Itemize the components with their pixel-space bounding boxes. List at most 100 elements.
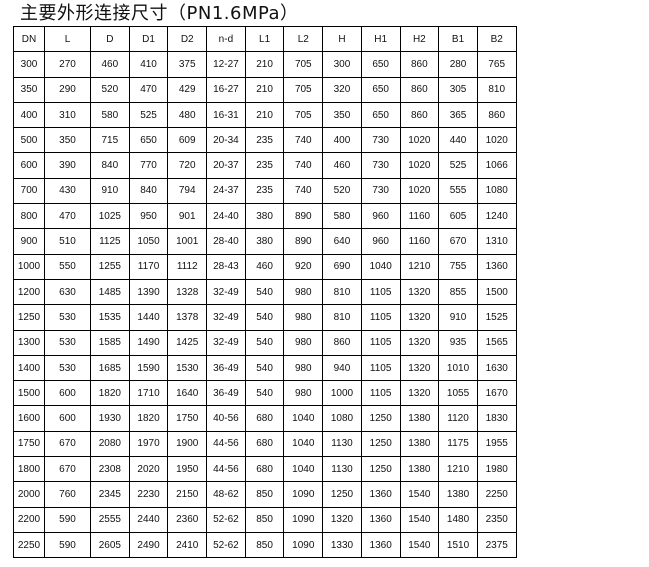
table-cell: 860: [476, 101, 517, 129]
table-cell: 1800: [13, 456, 45, 483]
table-cell: 2250: [476, 481, 517, 508]
column-header: L2: [283, 25, 324, 53]
table-cell: 400: [322, 127, 362, 154]
table-cell: 1050: [128, 228, 169, 255]
table-cell: 730: [360, 152, 401, 179]
table-cell: 810: [476, 76, 517, 103]
table-cell: 1710: [128, 380, 169, 407]
column-header: H: [322, 25, 362, 53]
table-cell: 1200: [13, 278, 45, 306]
table-cell: 609: [167, 127, 208, 154]
table-cell: 765: [476, 51, 517, 78]
table-cell: 650: [360, 51, 401, 78]
table-cell: 605: [438, 203, 478, 230]
table-cell: 20-34: [206, 127, 246, 154]
table-cell: 2080: [90, 430, 130, 458]
table-cell: 1310: [476, 228, 517, 255]
table-cell: 290: [44, 76, 91, 103]
column-header: L1: [244, 25, 285, 53]
table-cell: 1320: [399, 278, 440, 306]
table-cell: 52-62: [206, 506, 246, 533]
table-cell: 1535: [90, 304, 130, 331]
table-cell: 980: [283, 278, 324, 306]
table-cell: 1830: [476, 405, 517, 432]
table-cell: 730: [360, 177, 401, 205]
table-row: 300 270 460 410 375 12-27 210 705 300 650 860 280 76…: [13, 51, 517, 78]
table-cell: 310: [44, 101, 91, 129]
table-cell: 2020: [128, 456, 169, 483]
table-row: 2250 590 2605 2490 2410 52-62 850 1090 1330 1360 1…: [13, 531, 517, 559]
column-header: n-d: [206, 25, 246, 53]
table-cell: 510: [44, 228, 91, 255]
table-cell: 16-27: [206, 76, 246, 103]
table-cell: 715: [90, 127, 130, 154]
table-cell: 740: [283, 177, 324, 205]
table-cell: 1950: [167, 456, 208, 483]
table-cell: 1380: [399, 405, 440, 432]
table-cell: 1525: [476, 304, 517, 331]
table-cell: 1250: [360, 456, 401, 483]
column-header: D2: [167, 25, 208, 53]
table-cell: 1210: [399, 253, 440, 280]
table-cell: 1300: [13, 329, 45, 356]
column-header: DN: [13, 25, 45, 53]
table-cell: 980: [283, 329, 324, 356]
table-cell: 1590: [128, 354, 169, 382]
column-header: H2: [399, 25, 440, 53]
table-cell: 555: [438, 177, 478, 205]
table-cell: 235: [244, 177, 285, 205]
table-cell: 280: [438, 51, 478, 78]
table-row: 1750 670 2080 1970 1900 44-56 680 1040 1130 1250 1…: [13, 430, 517, 458]
table-cell: 1380: [399, 456, 440, 483]
table-cell: 235: [244, 127, 285, 154]
table-cell: 1320: [399, 329, 440, 356]
table-cell: 1320: [322, 506, 362, 533]
table-row: 1300 530 1585 1490 1425 32-49 540 980 860 1105 132…: [13, 329, 517, 356]
table-cell: 890: [283, 228, 324, 255]
table-row: 1800 670 2308 2020 1950 44-56 680 1040 1130 1250 1…: [13, 456, 517, 483]
table-cell: 910: [90, 177, 130, 205]
column-header: D: [90, 25, 130, 53]
column-header: L: [44, 25, 91, 53]
table-cell: 1320: [399, 380, 440, 407]
table-cell: 901: [167, 203, 208, 230]
table-row: 500 350 715 650 609 20-34 235 740 400 730 1020 440 1…: [13, 127, 517, 154]
table-cell: 860: [399, 51, 440, 78]
table-cell: 850: [244, 481, 285, 508]
table-cell: 48-62: [206, 481, 246, 508]
table-cell: 1485: [90, 278, 130, 306]
table-row: 1400 530 1685 1590 1530 36-49 540 980 940 1105 132…: [13, 354, 517, 382]
table-cell: 1500: [13, 380, 45, 407]
table-cell: 540: [244, 329, 285, 356]
table-cell: 2375: [476, 531, 517, 559]
table-cell: 840: [128, 177, 169, 205]
table-cell: 1010: [438, 354, 478, 382]
table-cell: 1000: [13, 253, 45, 280]
table-cell: 940: [322, 354, 362, 382]
table-cell: 36-49: [206, 354, 246, 382]
table-cell: 525: [438, 152, 478, 179]
table-cell: 1130: [322, 430, 362, 458]
table-cell: 1020: [399, 177, 440, 205]
table-cell: 40-56: [206, 405, 246, 432]
table-cell: 1330: [322, 531, 362, 559]
table-cell: 375: [167, 51, 208, 78]
table-row: 800 470 1025 950 901 24-40 380 890 580 960 1160 605…: [13, 203, 517, 230]
table-cell: 1240: [476, 203, 517, 230]
column-header: H1: [360, 25, 401, 53]
table-cell: 705: [283, 51, 324, 78]
table-cell: 1360: [360, 481, 401, 508]
table-cell: 365: [438, 101, 478, 129]
table-cell: 670: [438, 228, 478, 255]
table-cell: 1040: [283, 430, 324, 458]
table-cell: 210: [244, 101, 285, 129]
table-cell: 440: [438, 127, 478, 154]
table-cell: 1750: [13, 430, 45, 458]
table-cell: 1750: [167, 405, 208, 432]
table-cell: 44-56: [206, 456, 246, 483]
table-cell: 320: [322, 76, 362, 103]
table-cell: 1820: [128, 405, 169, 432]
table-cell: 580: [90, 101, 130, 129]
table-cell: 1328: [167, 278, 208, 306]
table-cell: 28-43: [206, 253, 246, 280]
